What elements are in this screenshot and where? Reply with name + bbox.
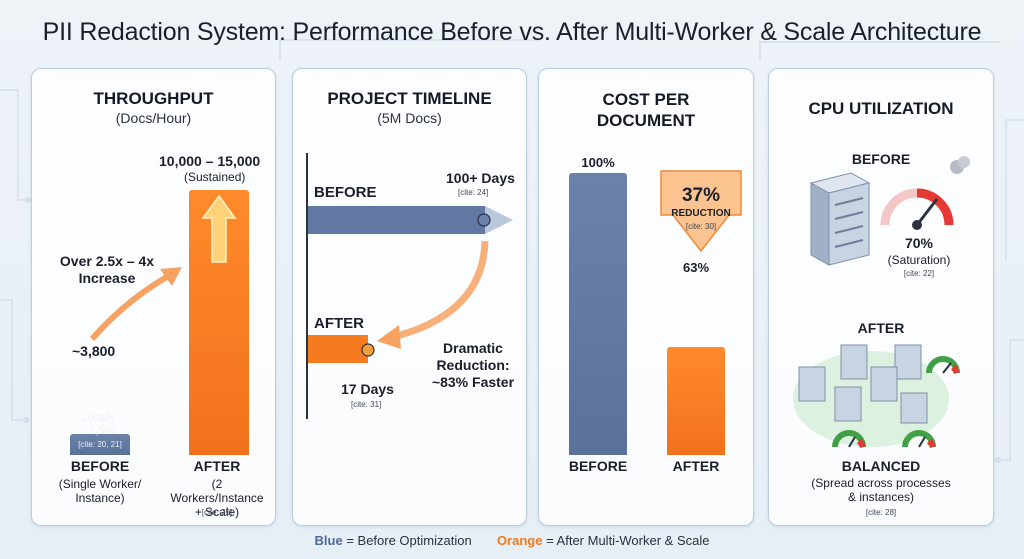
timeline-before-arrowhead: [485, 206, 513, 234]
reduction-line-2: Reduction:: [436, 357, 510, 373]
cpu-after-note-line-2: & instances): [847, 490, 915, 504]
reduction-line-1: Dramatic: [443, 340, 503, 356]
timeline-before-value: 100+ Days: [446, 170, 515, 186]
after-value-label: 10,000 – 15,000: [159, 153, 261, 169]
legend: Blue = Before Optimization Orange = Afte…: [0, 533, 1024, 548]
throughput-before-note: (Single Worker/ Instance): [58, 477, 142, 505]
before-value-label: ~3,800: [72, 343, 116, 359]
throughput-after-note: (2 Workers/Instance + Scale): [170, 477, 264, 519]
timeline-before-bar: [308, 206, 485, 234]
increase-line-2: Increase: [78, 270, 136, 286]
cost-title-line-2: DOCUMENT: [596, 111, 696, 130]
locally-label: Locally:: [81, 412, 119, 424]
cost-before-bar: [569, 173, 627, 455]
increase-annotation: Over 2.5x – 4x Increase: [42, 253, 172, 287]
locally-value: ~1,500: [83, 425, 117, 437]
cost-panel: COST PER DOCUMENT 100% 37% REDUCTION [ci…: [538, 68, 754, 526]
throughput-before-bar: Locally: ~1,500 [cite: 20, 21]: [70, 412, 130, 455]
throughput-after-bar: [189, 190, 249, 455]
cpu-after-value: BALANCED: [841, 458, 921, 474]
throughput-panel: THROUGHPUT (Docs/Hour) 10,000 – 15,000 (…: [31, 68, 276, 526]
timeline-after-marker: [361, 343, 375, 357]
reduction-arrow-head: [377, 325, 401, 349]
timeline-before-cite: [cite: 24]: [458, 188, 489, 197]
timeline-before-marker: [477, 213, 491, 227]
cost-title: COST PER DOCUMENT: [539, 89, 753, 131]
saturation-gauge-icon: [880, 188, 954, 230]
main-title: PII Redaction System: Performance Before…: [42, 18, 982, 46]
increase-arrow-head: [160, 267, 182, 286]
cpu-before-cite: [cite: 22]: [903, 269, 935, 278]
cpu-title: CPU UTILIZATION: [808, 99, 954, 118]
up-arrow-icon: [201, 194, 237, 263]
cost-before-value: 100%: [581, 155, 615, 170]
throughput-subtitle: (Docs/Hour): [115, 110, 192, 126]
timeline-before-label: BEFORE: [314, 184, 377, 201]
increase-line-1: Over 2.5x – 4x: [59, 253, 155, 269]
cost-after-label: AFTER: [672, 458, 720, 474]
cost-after-value: 63%: [682, 260, 710, 275]
timeline-panel: PROJECT TIMELINE (5M Docs) BEFORE 100+ D…: [292, 68, 527, 526]
after-note: (Sustained): [184, 170, 246, 184]
cost-before-label: BEFORE: [568, 458, 628, 474]
throughput-after-cite: [cite: 25]: [201, 508, 233, 517]
timeline-after-value: 17 Days: [341, 381, 394, 397]
timeline-after-cite: [cite: 31]: [351, 400, 382, 409]
reduction-line-3: ~83% Faster: [431, 374, 515, 390]
cpu-before-note: (Saturation): [887, 253, 951, 267]
timeline-subtitle: (5M Docs): [377, 110, 442, 126]
timeline-after-bar: [308, 335, 368, 363]
cpu-after-cite: [cite: 28]: [865, 508, 897, 517]
legend-after-text: = After Multi-Worker & Scale: [542, 533, 710, 548]
cost-reduction-arrow-icon: [660, 170, 742, 253]
timeline-title: PROJECT TIMELINE: [327, 89, 492, 108]
cost-reduction-cite: [cite: 30]: [685, 222, 717, 231]
reduction-annotation: Dramatic Reduction: ~83% Faster: [418, 340, 528, 391]
timeline-bars: [308, 206, 513, 363]
throughput-title: THROUGHPUT: [93, 89, 214, 108]
cpu-after-note-line-1: (Spread across processes: [811, 476, 951, 490]
cost-title-line-1: COST PER: [602, 90, 690, 109]
increase-arrow: [89, 271, 174, 341]
throughput-bars: [89, 267, 182, 341]
throughput-after-label: AFTER: [193, 458, 241, 474]
cpu-after-label: AFTER: [857, 320, 905, 336]
throughput-before-label: BEFORE: [70, 458, 130, 474]
legend-after-key: Orange: [496, 533, 543, 548]
timeline-axis: [306, 153, 308, 419]
legend-before-text: = Before Optimization: [342, 533, 472, 548]
cpu-before-label: BEFORE: [851, 151, 911, 167]
timeline-after-label: AFTER: [314, 315, 364, 332]
cost-reduction-label: REDUCTION: [671, 208, 731, 219]
cpu-before-value: 70%: [904, 235, 934, 251]
server-cluster-icon: [793, 344, 960, 449]
cost-reduction-percent: 37%: [681, 185, 721, 206]
cpu-after-note: (Spread across processes & instances): [769, 476, 993, 504]
locally-cite: [cite: 20, 21]: [78, 440, 122, 449]
reduction-arrow: [392, 240, 489, 341]
cpu-panel: CPU UTILIZATION BEFORE 70% (Saturation) …: [768, 68, 994, 526]
server-rack-icon: [809, 172, 871, 266]
smoke-icon: [950, 156, 970, 174]
cost-after-bar: [667, 347, 725, 455]
legend-before-key: Blue: [314, 533, 343, 548]
